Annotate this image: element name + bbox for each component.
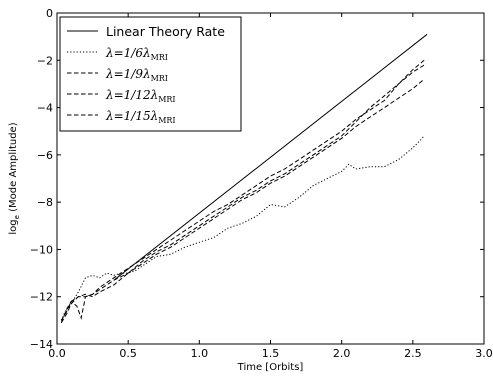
series-line-0	[113, 33, 428, 281]
x-tick-label: 2.0	[333, 347, 351, 360]
y-axis-label: loge (Mode Amplitude)	[8, 122, 21, 234]
y-tick-label: −2	[37, 54, 53, 67]
legend-label-3: λ=1/12λMRI	[105, 88, 176, 104]
x-tick-label: 0.5	[119, 347, 137, 360]
x-axis-label: Time [Orbits]	[237, 362, 304, 373]
y-tick-label: −6	[37, 149, 53, 162]
y-tick-label: −8	[37, 196, 53, 209]
x-tick-label: 1.5	[262, 347, 280, 360]
y-tick-label: 0	[46, 7, 53, 20]
y-tick-label: −4	[37, 102, 53, 115]
x-tick-label: 2.5	[404, 347, 422, 360]
x-tick-label: 3.0	[475, 347, 493, 360]
legend-box	[59, 16, 242, 132]
legend-label-2: λ=1/9λMRI	[105, 67, 168, 83]
series-line-2	[60, 64, 425, 323]
legend: Linear Theory Rate λ=1/6λMRI λ=1/9λMRI λ=1/…	[59, 16, 242, 132]
y-tick-label: −12	[30, 291, 53, 304]
legend-label-1: λ=1/6λMRI	[105, 46, 168, 62]
y-tick-label: −14	[30, 338, 53, 351]
x-tick-label: 0.0	[48, 347, 66, 360]
legend-label-4: λ=1/15λMRI	[105, 109, 176, 125]
series-line-1	[60, 135, 425, 321]
y-tick-label: −10	[30, 243, 53, 256]
x-tick-label: 1.0	[191, 347, 209, 360]
legend-label-0: Linear Theory Rate	[106, 24, 225, 39]
series-line-4	[60, 59, 425, 323]
